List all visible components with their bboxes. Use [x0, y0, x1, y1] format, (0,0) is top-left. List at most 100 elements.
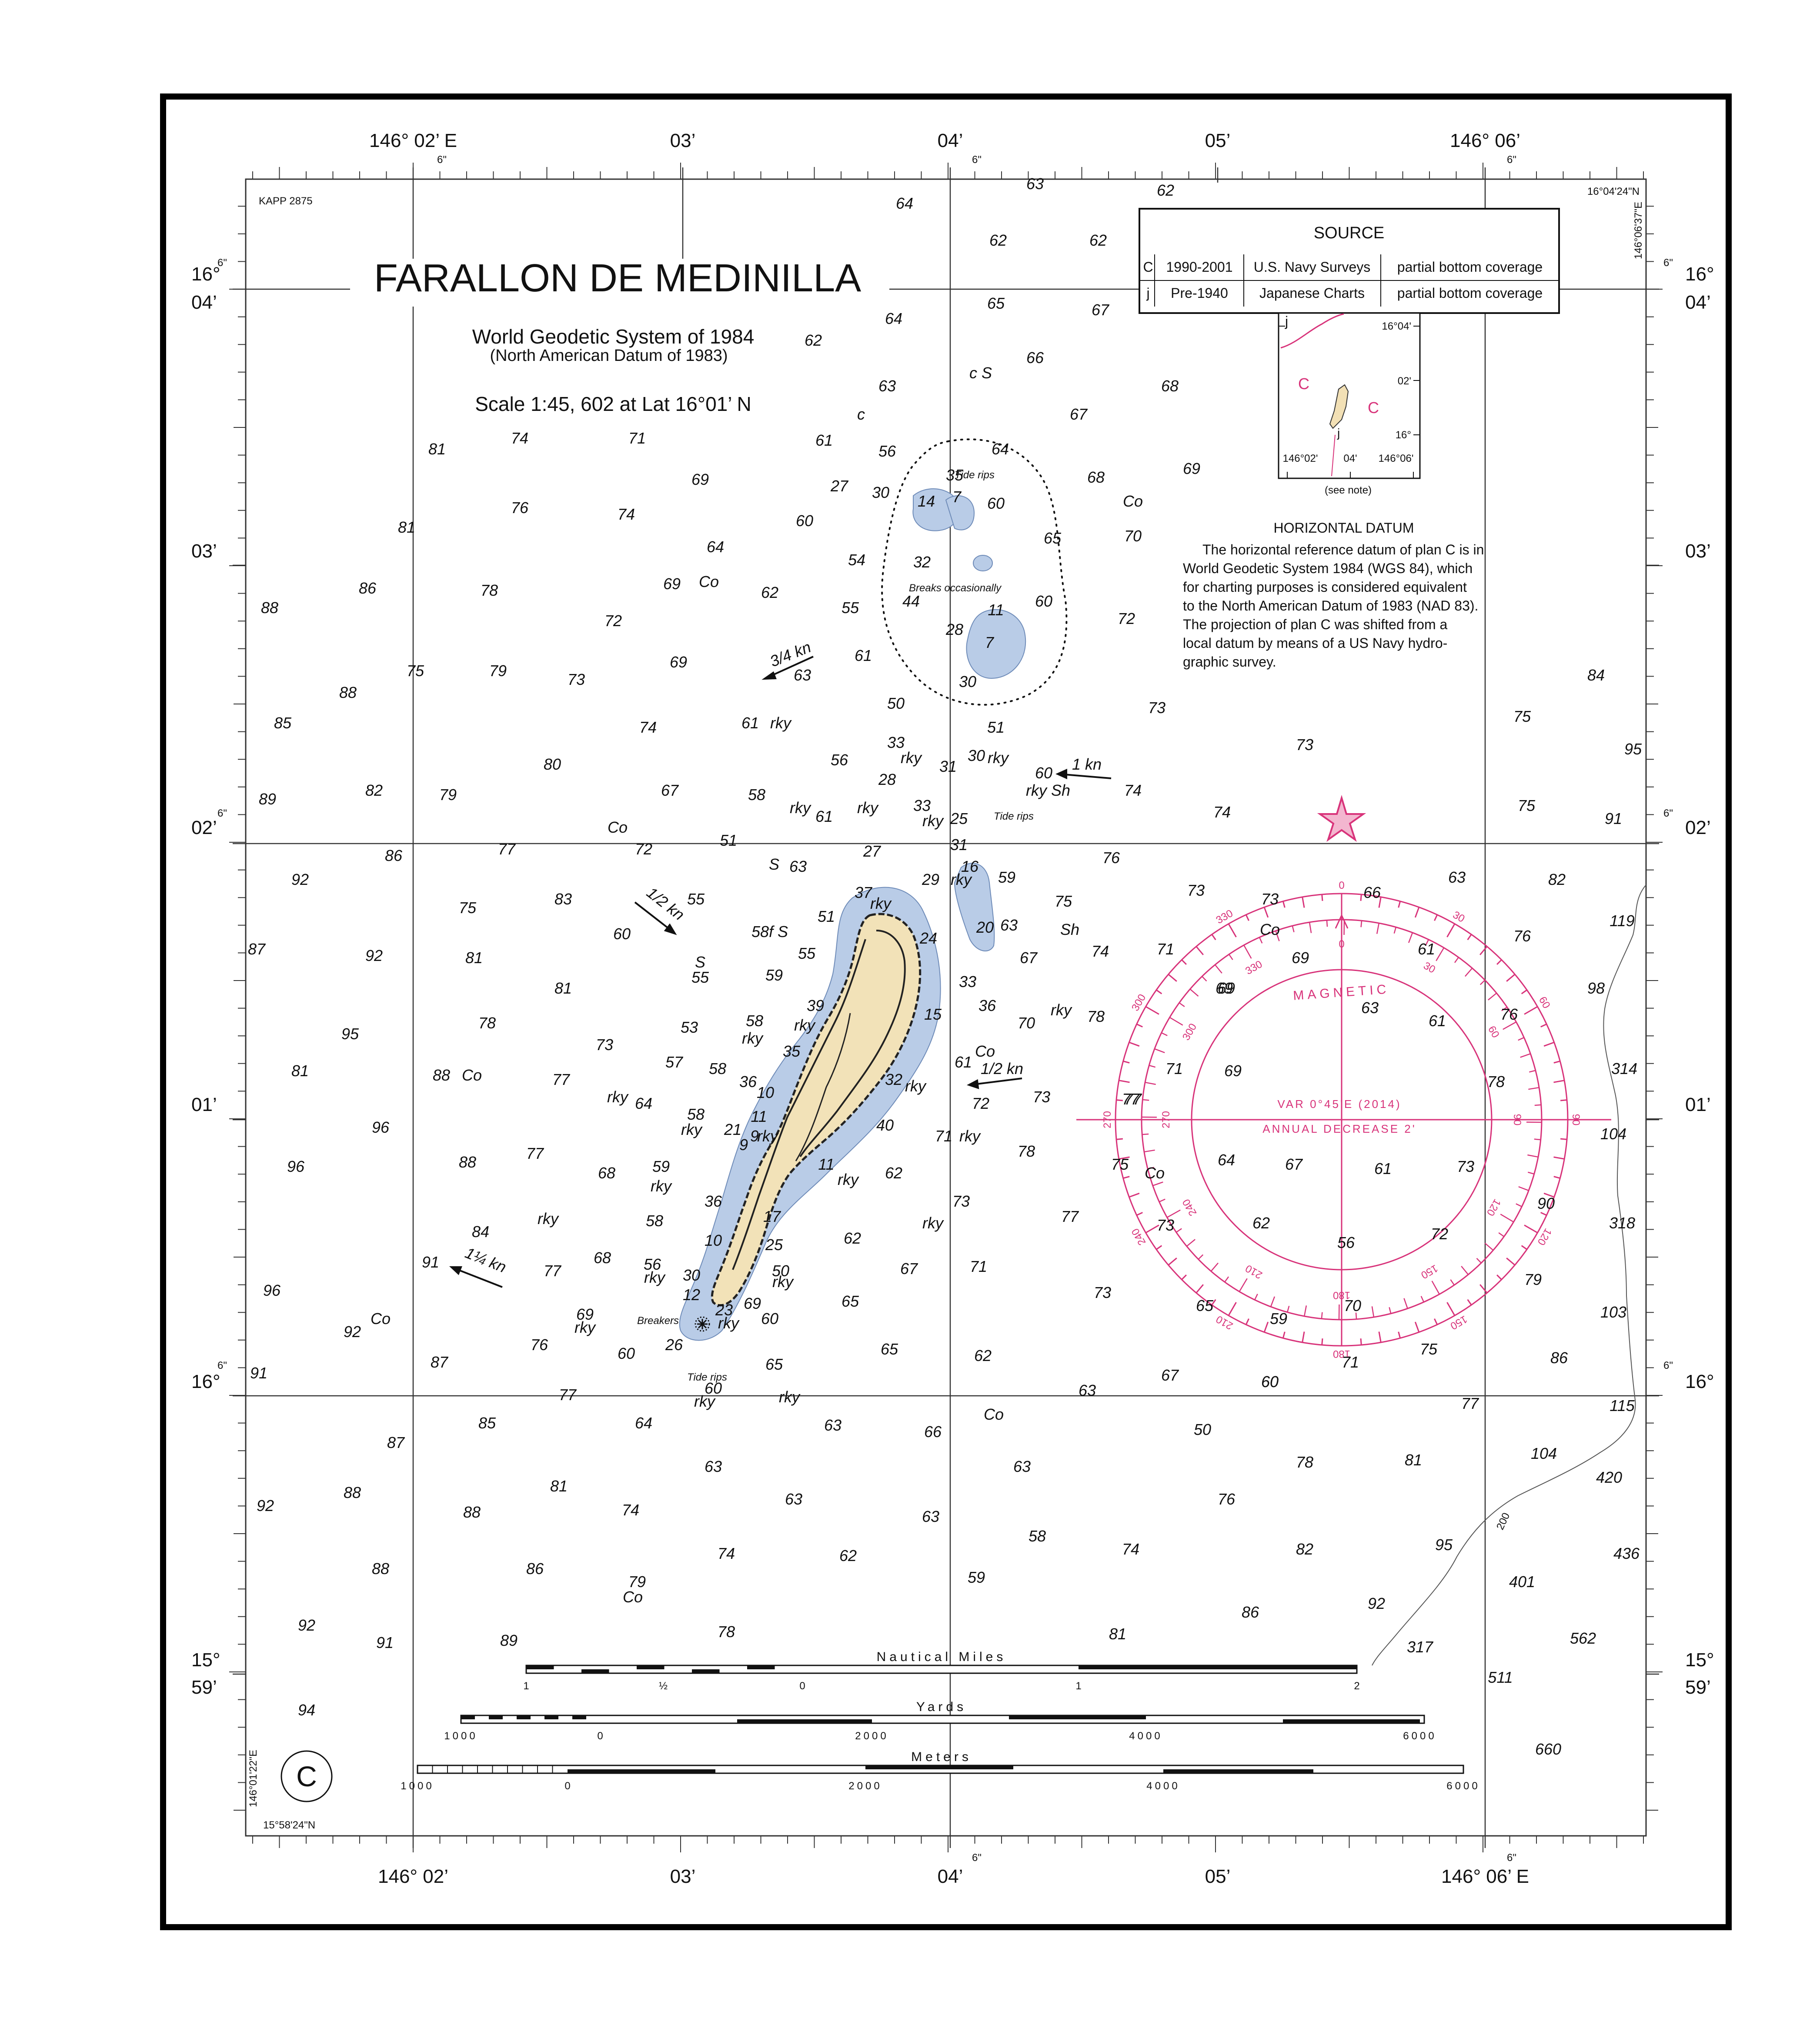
sounding-label: 75: [407, 662, 424, 680]
sounding-label: 88: [433, 1066, 450, 1084]
compass-tick: [1524, 1224, 1538, 1234]
sounding-label: 33: [913, 797, 931, 814]
sounding-label: 63: [785, 1490, 802, 1508]
compass-tick: [1479, 980, 1486, 985]
compass-tick: [1198, 1254, 1204, 1260]
lat-left-min: 04’: [191, 292, 217, 313]
sounding-label: 63: [1013, 1458, 1031, 1475]
compass-tick: [1186, 1239, 1196, 1247]
sounding-label: rky: [951, 871, 972, 888]
sounding-label: 78: [1487, 1073, 1505, 1091]
sounding-label: 67: [661, 781, 679, 799]
meters-label: 6000: [1446, 1780, 1480, 1792]
sounding-label: c: [857, 405, 865, 423]
sounding-label: 84: [472, 1223, 489, 1241]
sounding-label: 11: [751, 1108, 767, 1125]
scale-bars: Nautical Miles 1 ½ 0 1 2 Yards 1000 0 20…: [401, 1650, 1480, 1792]
sounding-label: 79: [439, 786, 457, 804]
sounding-label: 74: [511, 429, 528, 447]
sounding-label: 63: [1361, 999, 1379, 1017]
compass-tick: [1179, 1002, 1185, 1007]
lat-left-min: 02’: [191, 817, 217, 838]
compass-tick: [1516, 1203, 1522, 1207]
compass-tick: [1202, 976, 1207, 982]
datum-note-line: The projection of plan C was shifted fro…: [1183, 617, 1448, 632]
meters-label: 1000: [401, 1780, 434, 1792]
sounding-label: 9: [739, 1136, 748, 1154]
compass-tick: [1524, 1006, 1538, 1015]
sounding-label: 23: [715, 1301, 733, 1319]
compass-tick: [1168, 974, 1177, 982]
datum-note-line: World Geodetic System 1984 (WGS 84), whi…: [1183, 560, 1473, 576]
sounding-label: 62: [1252, 1214, 1270, 1232]
sounding-label: 64: [635, 1094, 652, 1112]
inset-lat-label: 16°04': [1382, 320, 1411, 332]
sounding-label: 77: [498, 840, 516, 858]
sounding-label: 73: [1033, 1088, 1050, 1106]
sounding-label: 314: [1611, 1060, 1637, 1078]
sounding-label: 39: [807, 997, 824, 1014]
compass-degree-label: 330: [1214, 907, 1235, 926]
sounding-label: 30: [683, 1266, 700, 1284]
compass-tick: [1123, 1176, 1130, 1179]
sounding-label: 420: [1596, 1468, 1622, 1486]
compass-tick: [1254, 1294, 1258, 1300]
sounding-label: 86: [526, 1560, 544, 1578]
sounding-label: 60: [1035, 592, 1052, 610]
sounding-label: Sh: [1060, 921, 1079, 938]
sounding-label: 401: [1509, 1573, 1535, 1591]
sounding-label: 88: [344, 1484, 361, 1501]
lat-right-min: 02’: [1685, 817, 1711, 838]
compass-tick: [1147, 1167, 1154, 1170]
sounding-label: 30: [872, 484, 889, 501]
sounding-label: 24: [919, 929, 937, 947]
corner-sw-lat: 15°58'24"N: [263, 1819, 315, 1831]
compass-tick: [1239, 1278, 1248, 1292]
sounding-label: 60: [613, 925, 631, 943]
meters-label: 0: [564, 1780, 570, 1792]
sounding-label: 85: [478, 1414, 496, 1432]
sounding-label: 61: [955, 1053, 972, 1071]
compass-tick: [1145, 1006, 1159, 1015]
sounding-label: 58: [746, 1012, 763, 1030]
sounding-label: 66: [1363, 884, 1381, 901]
sounding-label: 68: [598, 1164, 615, 1182]
compass-tick: [1500, 1214, 1514, 1223]
sounding-label: rky: [538, 1210, 559, 1228]
compass-degree-label: 120: [1535, 1226, 1554, 1247]
sounding-label: 60: [1261, 1373, 1279, 1391]
breakers-symbol: [695, 1316, 710, 1332]
sounding-label: 67: [1285, 1155, 1303, 1173]
nautical-miles-title: Nautical Miles: [877, 1650, 1007, 1664]
sounding-label: rky: [770, 714, 792, 732]
sounding-label: 27: [830, 477, 849, 495]
datum-note-title: HORIZONTAL DATUM: [1274, 520, 1414, 536]
scale-segment: [526, 1665, 554, 1669]
compass-tick: [1446, 1302, 1456, 1316]
source-agency: Japanese Charts: [1259, 285, 1365, 301]
sounding-label: 86: [359, 579, 377, 597]
compass-tick: [1496, 959, 1502, 965]
sounding-label: 63: [1026, 175, 1044, 193]
compass-tick: [1129, 1041, 1140, 1047]
sounding-label: rky: [901, 749, 922, 767]
sounding-label: rky: [794, 1016, 816, 1034]
sounding-label: 90: [1537, 1194, 1555, 1212]
sounding-label: rky: [790, 799, 811, 817]
sounding-label: 92: [1368, 1595, 1385, 1612]
compass-tick: [1152, 1181, 1163, 1186]
sounding-label: 73: [952, 1192, 970, 1210]
tick-six-label: 6": [217, 1360, 227, 1371]
corner-ne-lon: 146°06'37"E: [1633, 202, 1644, 259]
compass-tick: [1302, 1331, 1305, 1343]
yards-bar: [460, 1715, 1425, 1724]
sounding-label: 31: [939, 757, 957, 775]
compass-tick: [1403, 1298, 1408, 1309]
compass-tick: [1167, 1209, 1181, 1218]
sounding-label: 63: [922, 1508, 939, 1525]
compass-tick: [1259, 937, 1263, 944]
datum-note-line: local datum by means of a US Navy hydro-: [1183, 635, 1447, 651]
sounding-label: 318: [1609, 1214, 1635, 1232]
datum-note-line: to the North American Datum of 1983 (NAD…: [1183, 598, 1478, 614]
compass-tick: [1506, 974, 1516, 982]
